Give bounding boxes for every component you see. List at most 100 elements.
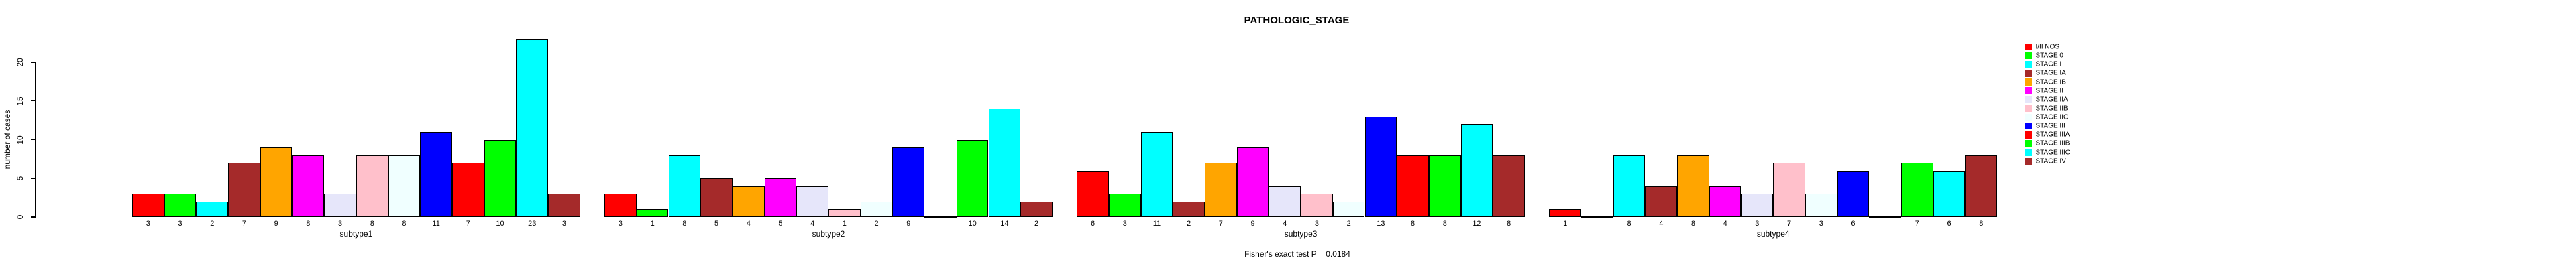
legend-label: STAGE 0 [2035, 52, 2064, 60]
bar-count-label: 1 [1563, 220, 1568, 228]
bar [420, 131, 452, 217]
legend-swatch [2025, 140, 2032, 147]
bar [1549, 209, 1581, 217]
legend-swatch [2025, 78, 2032, 86]
legend-swatch [2025, 122, 2032, 130]
bar [732, 186, 765, 217]
bar-count-label: 1 [650, 220, 655, 228]
bar-count-label: 3 [618, 220, 623, 228]
bar-count-label: 8 [306, 220, 311, 228]
bar-count-label: 4 [810, 220, 815, 228]
bar [764, 178, 797, 217]
bar [604, 194, 637, 217]
bar-count-label: 6 [1947, 220, 1951, 228]
bar [164, 194, 197, 217]
bar-count-label: 2 [874, 220, 879, 228]
bar [860, 201, 893, 217]
bar [1364, 116, 1397, 217]
bar [1965, 155, 1998, 217]
zero-height-bar [1869, 216, 1901, 218]
bar-count-label: 8 [1410, 220, 1415, 228]
bar [636, 209, 669, 217]
y-tick [30, 100, 35, 102]
bar [1677, 155, 1709, 217]
legend-label: STAGE IV [2035, 157, 2066, 165]
bar-count-label: 3 [561, 220, 566, 228]
bar-count-label: 4 [746, 220, 751, 228]
bar-count-label: 2 [1187, 220, 1191, 228]
bar-count-label: 7 [1786, 220, 1792, 228]
bar [1493, 155, 1525, 217]
legend-swatch [2025, 60, 2032, 68]
legend-swatch [2025, 105, 2032, 113]
bar [1933, 170, 1966, 217]
bar [1020, 201, 1053, 217]
bar-count-label: 8 [1979, 220, 1984, 228]
bar [1140, 131, 1173, 217]
chart-title: PATHOLOGIC_STAGE [1244, 15, 1350, 26]
bar [196, 201, 229, 217]
legend-label: STAGE I [2035, 60, 2062, 68]
group-label: subtype1 [339, 229, 373, 239]
bar-count-label: 6 [1851, 220, 1856, 228]
bar-count-label: 7 [466, 220, 470, 228]
bar [956, 139, 989, 217]
legend-swatch [2025, 87, 2032, 94]
bar-count-label: 2 [210, 220, 215, 228]
bar [1205, 163, 1237, 217]
legend-swatch [2025, 96, 2032, 104]
legend-label: STAGE IIIC [2035, 149, 2071, 157]
y-tick [30, 139, 35, 141]
bar-count-label: 9 [1250, 220, 1255, 228]
legend-swatch [2025, 43, 2032, 51]
bar-count-label: 7 [1915, 220, 1919, 228]
bar-count-label: 12 [1472, 220, 1481, 228]
bar [228, 163, 260, 217]
bar-count-label: 23 [528, 220, 537, 228]
bar [548, 194, 580, 217]
bar [260, 147, 292, 217]
bar [1173, 201, 1205, 217]
bar-count-label: 8 [1690, 220, 1695, 228]
bar-count-label: 9 [274, 220, 278, 228]
bar-count-label: 8 [1627, 220, 1631, 228]
bar-count-label: 14 [1000, 220, 1009, 228]
legend-label: I/II NOS [2035, 43, 2060, 51]
bar [1108, 194, 1141, 217]
bar [356, 155, 388, 217]
bar-count-label: 9 [906, 220, 911, 228]
bar [388, 155, 421, 217]
legend-label: STAGE IIIA [2035, 131, 2070, 139]
bar-count-label: 4 [1659, 220, 1664, 228]
bar-count-label: 3 [1755, 220, 1760, 228]
bar [1397, 155, 1429, 217]
group-label: subtype2 [812, 229, 845, 239]
y-tick-label: 15 [15, 96, 25, 106]
bar [132, 194, 164, 217]
y-tick-label: 0 [15, 214, 25, 220]
bar-count-label: 3 [146, 220, 150, 228]
bar [1901, 163, 1933, 217]
bar [1645, 186, 1678, 217]
legend-swatch [2025, 70, 2032, 77]
bar [1332, 201, 1365, 217]
legend-label: STAGE IIIB [2035, 139, 2070, 147]
bar-count-label: 8 [682, 220, 687, 228]
bar [1805, 194, 1837, 217]
legend-label: STAGE II [2035, 87, 2064, 95]
bar [324, 194, 356, 217]
legend-label: STAGE IB [2035, 78, 2066, 86]
bar [1837, 170, 1870, 217]
bar-count-label: 11 [432, 220, 440, 228]
bar [1428, 155, 1461, 217]
bar-count-label: 7 [1218, 220, 1223, 228]
bar [700, 178, 733, 217]
legend-label: STAGE IIC [2035, 113, 2069, 121]
y-tick [30, 216, 35, 218]
bar-count-label: 3 [178, 220, 182, 228]
bar-count-label: 8 [370, 220, 374, 228]
bar-count-label: 5 [714, 220, 719, 228]
bar-count-label: 2 [1346, 220, 1351, 228]
legend-label: STAGE IIB [2035, 105, 2068, 113]
